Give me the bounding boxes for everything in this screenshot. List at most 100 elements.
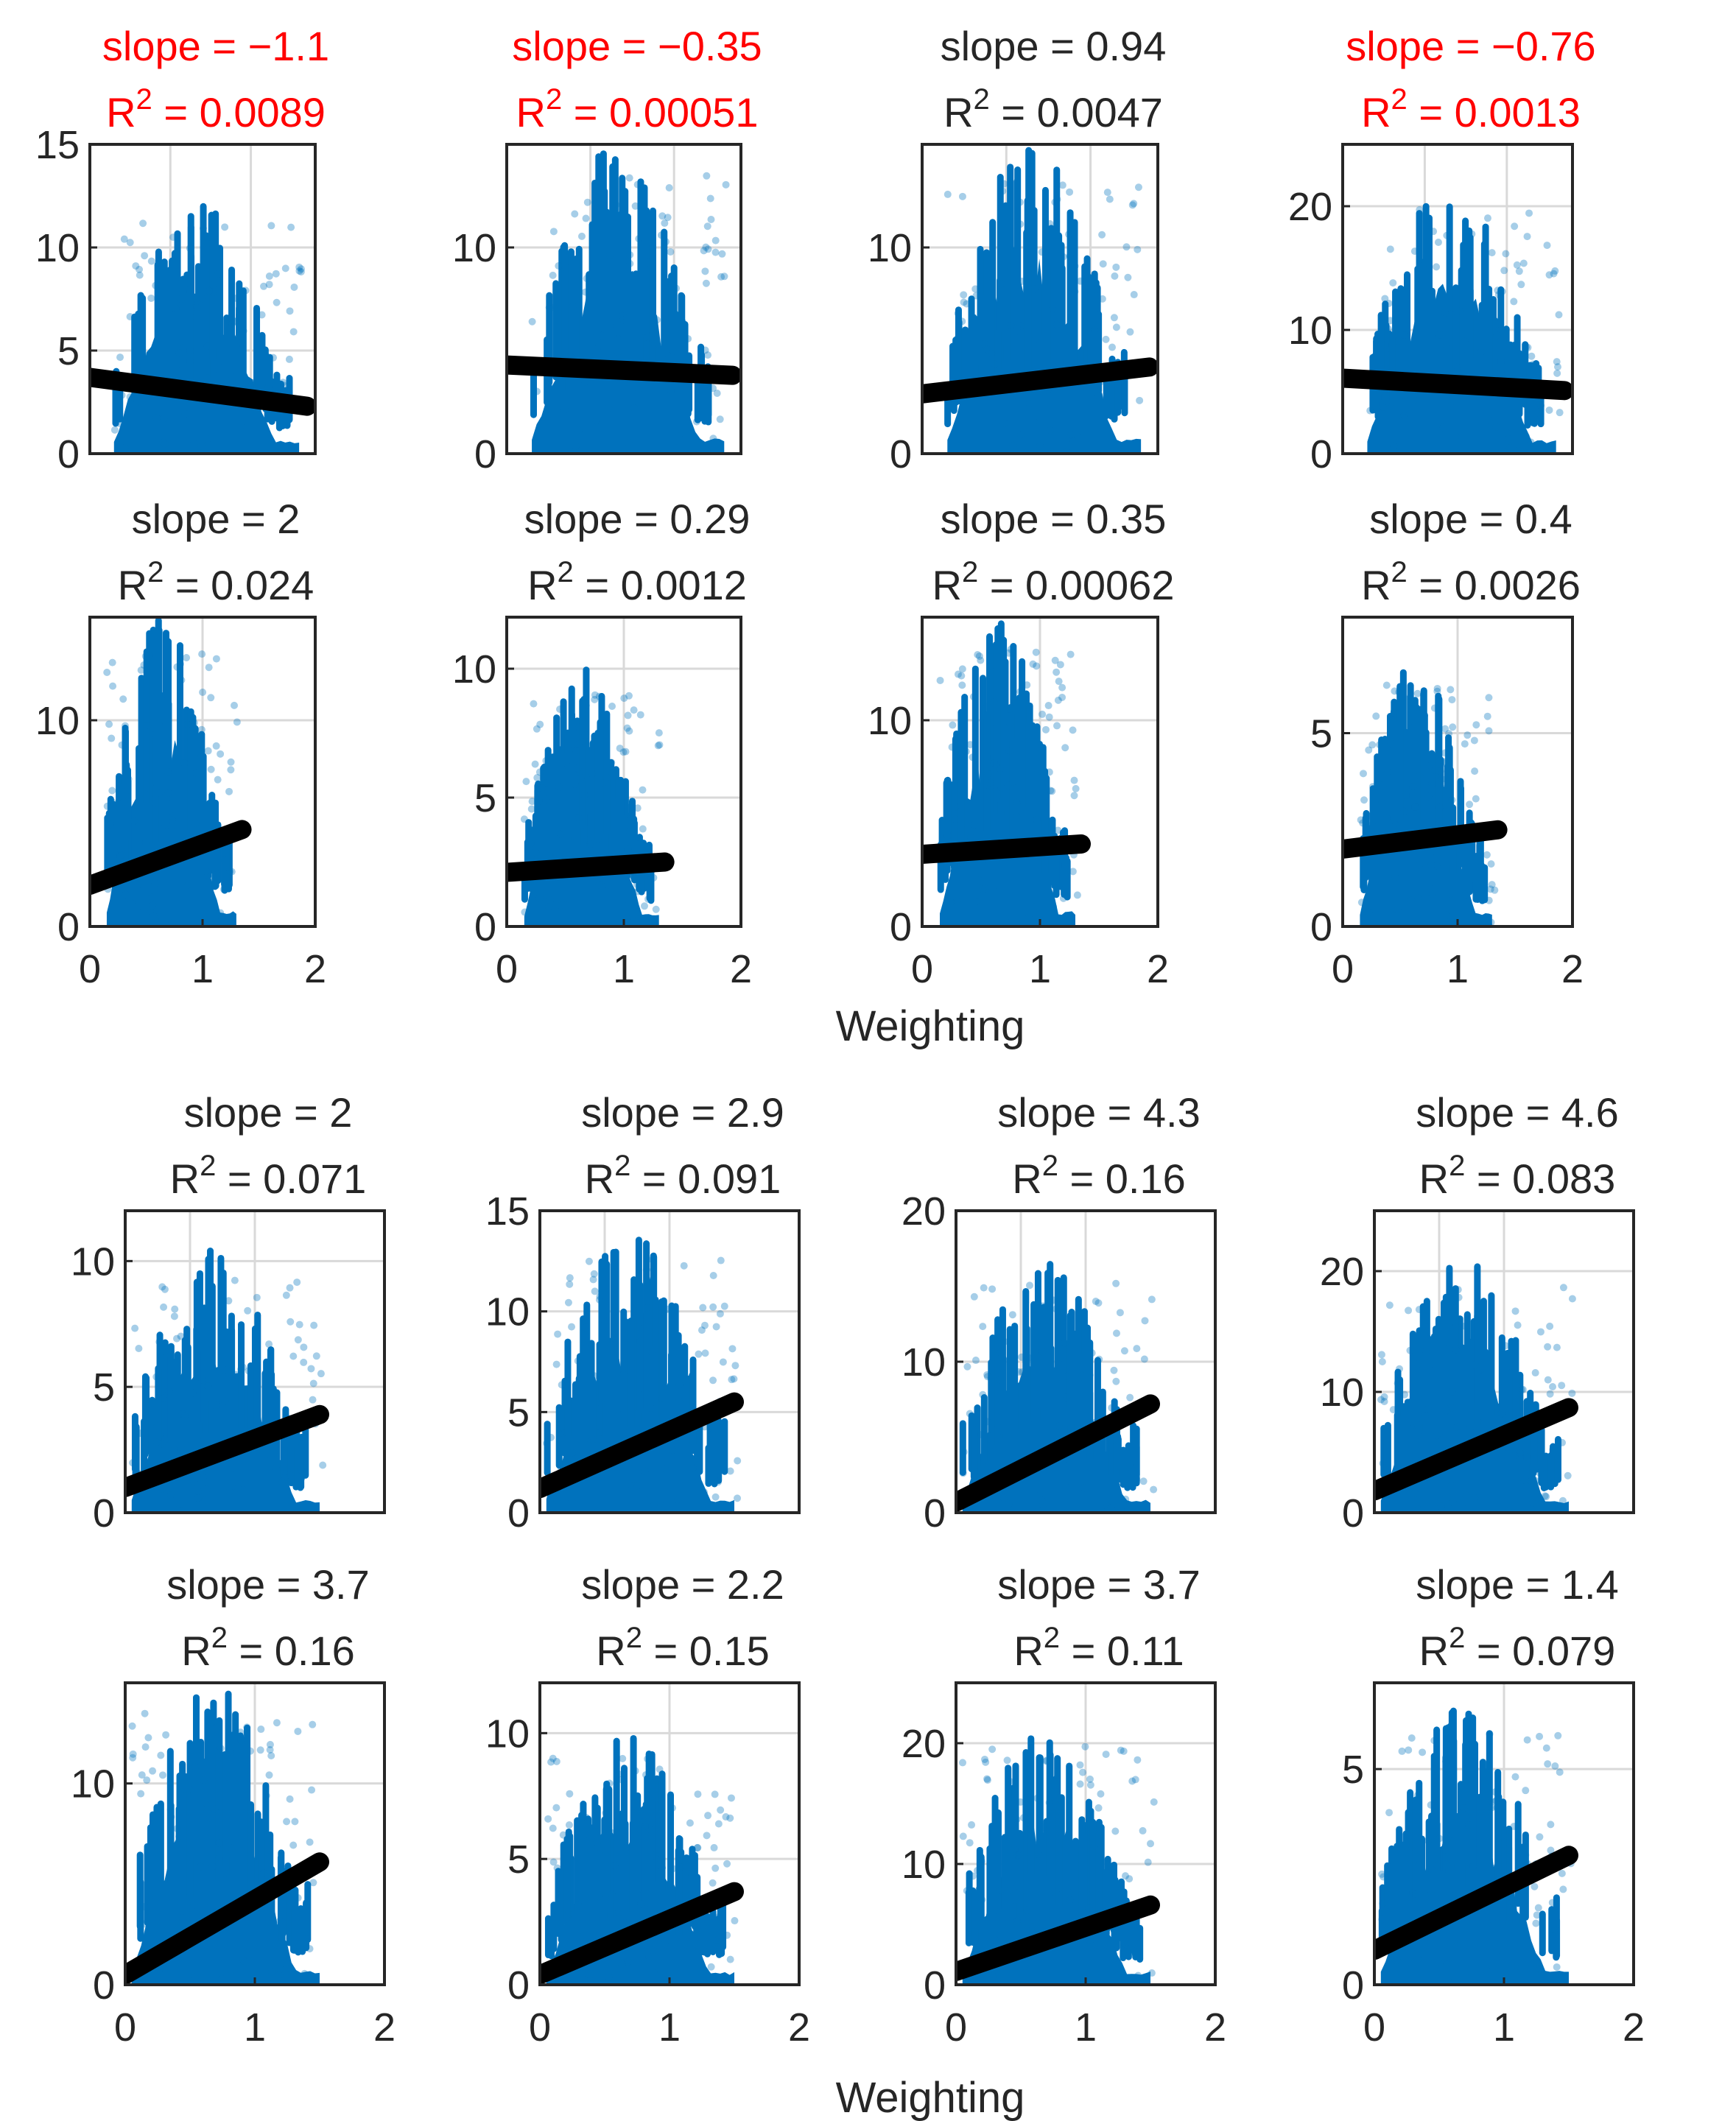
scatter-point bbox=[1553, 1343, 1561, 1351]
scatter-point bbox=[141, 1944, 150, 1952]
scatter-point bbox=[1013, 1917, 1022, 1925]
scatter-point bbox=[977, 1430, 985, 1438]
scatter-point bbox=[1033, 815, 1041, 823]
scatter-point bbox=[1494, 320, 1502, 328]
scatter-point bbox=[958, 192, 966, 200]
scatter-point bbox=[1120, 1347, 1128, 1355]
scatter-point bbox=[966, 1839, 974, 1847]
scatter-point bbox=[619, 316, 628, 324]
scatter-point bbox=[159, 1771, 167, 1779]
scatter-point bbox=[1030, 418, 1038, 426]
scatter-point bbox=[1471, 1494, 1479, 1502]
scatter-point bbox=[656, 1765, 664, 1773]
scatter-point bbox=[231, 701, 239, 709]
scatter-point bbox=[1055, 678, 1063, 686]
scatter-point bbox=[1487, 918, 1495, 926]
scatter-point bbox=[1053, 722, 1061, 730]
scatter-point bbox=[574, 740, 583, 748]
panel-title-slope: slope = 2 bbox=[184, 1089, 353, 1136]
scatter-point bbox=[1471, 1361, 1479, 1369]
scatter-point bbox=[716, 1309, 724, 1318]
scatter-point bbox=[596, 1295, 604, 1304]
scatter-point bbox=[1486, 1730, 1494, 1738]
scatter-point bbox=[1549, 1383, 1557, 1391]
scatter-series bbox=[103, 617, 241, 926]
scatter-point bbox=[979, 1390, 987, 1399]
scatter-point bbox=[1066, 650, 1075, 658]
scatter-point bbox=[998, 1493, 1006, 1501]
scatter-point bbox=[1050, 903, 1058, 911]
scatter-point bbox=[695, 1350, 703, 1358]
panel-title-r2: R2 = 0.091 bbox=[585, 1150, 781, 1202]
scatter-point bbox=[286, 1284, 294, 1292]
scatter-point bbox=[1523, 233, 1531, 241]
scatter-point bbox=[703, 1832, 711, 1840]
y-tick-label: 20 bbox=[902, 1189, 946, 1234]
scatter-point bbox=[170, 1312, 178, 1320]
scatter-point bbox=[1086, 1781, 1094, 1789]
scatter-point bbox=[714, 1478, 723, 1486]
scatter-point bbox=[257, 1726, 265, 1734]
scatter-point bbox=[1430, 1737, 1438, 1745]
scatter-point bbox=[676, 1863, 684, 1871]
scatter-point bbox=[1424, 882, 1433, 890]
scatter-point bbox=[201, 1798, 209, 1807]
scatter-point bbox=[1492, 423, 1500, 431]
scatter-point bbox=[703, 446, 711, 454]
scatter-point bbox=[556, 705, 564, 713]
scatter-point bbox=[191, 1973, 199, 1981]
panel-title-slope: slope = 3.7 bbox=[166, 1561, 370, 1608]
scatter-point bbox=[169, 812, 177, 820]
scatter-point bbox=[990, 887, 998, 895]
scatter-point bbox=[279, 1465, 287, 1473]
scatter-point bbox=[1511, 1441, 1519, 1449]
panel-title-r2: R2 = 0.11 bbox=[1013, 1622, 1184, 1674]
scatter-point bbox=[1391, 687, 1399, 695]
scatter-point bbox=[566, 1280, 574, 1288]
panel-title-r2: R2 = 0.071 bbox=[170, 1150, 367, 1202]
scatter-point bbox=[213, 870, 221, 879]
scatter-point bbox=[1536, 1732, 1544, 1740]
scatter-point bbox=[1456, 307, 1464, 315]
scatter-point bbox=[204, 747, 212, 755]
scatter-point bbox=[175, 1832, 183, 1840]
scatter-point bbox=[709, 384, 717, 393]
scatter-point bbox=[1380, 1873, 1388, 1881]
scatter-point bbox=[1558, 1438, 1567, 1446]
scatter-point bbox=[717, 1806, 725, 1814]
scatter-point bbox=[1568, 1295, 1576, 1303]
scatter-point bbox=[960, 291, 968, 299]
scatter-point bbox=[152, 414, 161, 422]
scatter-point bbox=[272, 270, 280, 278]
scatter-point bbox=[1042, 725, 1050, 734]
scatter-point bbox=[186, 346, 194, 354]
scatter-point bbox=[1099, 260, 1107, 268]
scatter-point bbox=[625, 438, 633, 446]
scatter-point bbox=[283, 1467, 291, 1475]
scatter-point bbox=[1547, 1821, 1555, 1829]
scatter-point bbox=[976, 876, 984, 884]
scatter-point bbox=[279, 379, 287, 387]
scatter-point bbox=[1025, 399, 1033, 407]
y-tick-label: 10 bbox=[35, 226, 80, 270]
scatter-point bbox=[1070, 792, 1078, 800]
scatter-point bbox=[212, 742, 220, 750]
scatter-point bbox=[641, 1467, 649, 1475]
scatter-point bbox=[583, 275, 591, 283]
scatter-point bbox=[1441, 725, 1449, 733]
scatter-point bbox=[574, 764, 582, 773]
scatter-point bbox=[309, 1396, 317, 1404]
scatter-point bbox=[1382, 814, 1391, 822]
scatter-point bbox=[1568, 1389, 1576, 1397]
scatter-point bbox=[564, 1298, 572, 1306]
scatter-point bbox=[614, 348, 622, 356]
scatter-point bbox=[1514, 440, 1522, 449]
scatter-point bbox=[717, 1256, 725, 1264]
scatter-point bbox=[571, 745, 579, 753]
scatter-point bbox=[562, 264, 570, 272]
scatter-point bbox=[253, 1415, 261, 1423]
scatter-point bbox=[1086, 1775, 1094, 1783]
scatter-point bbox=[293, 1278, 301, 1287]
scatter-point bbox=[622, 748, 630, 756]
scatter-point bbox=[168, 816, 176, 824]
